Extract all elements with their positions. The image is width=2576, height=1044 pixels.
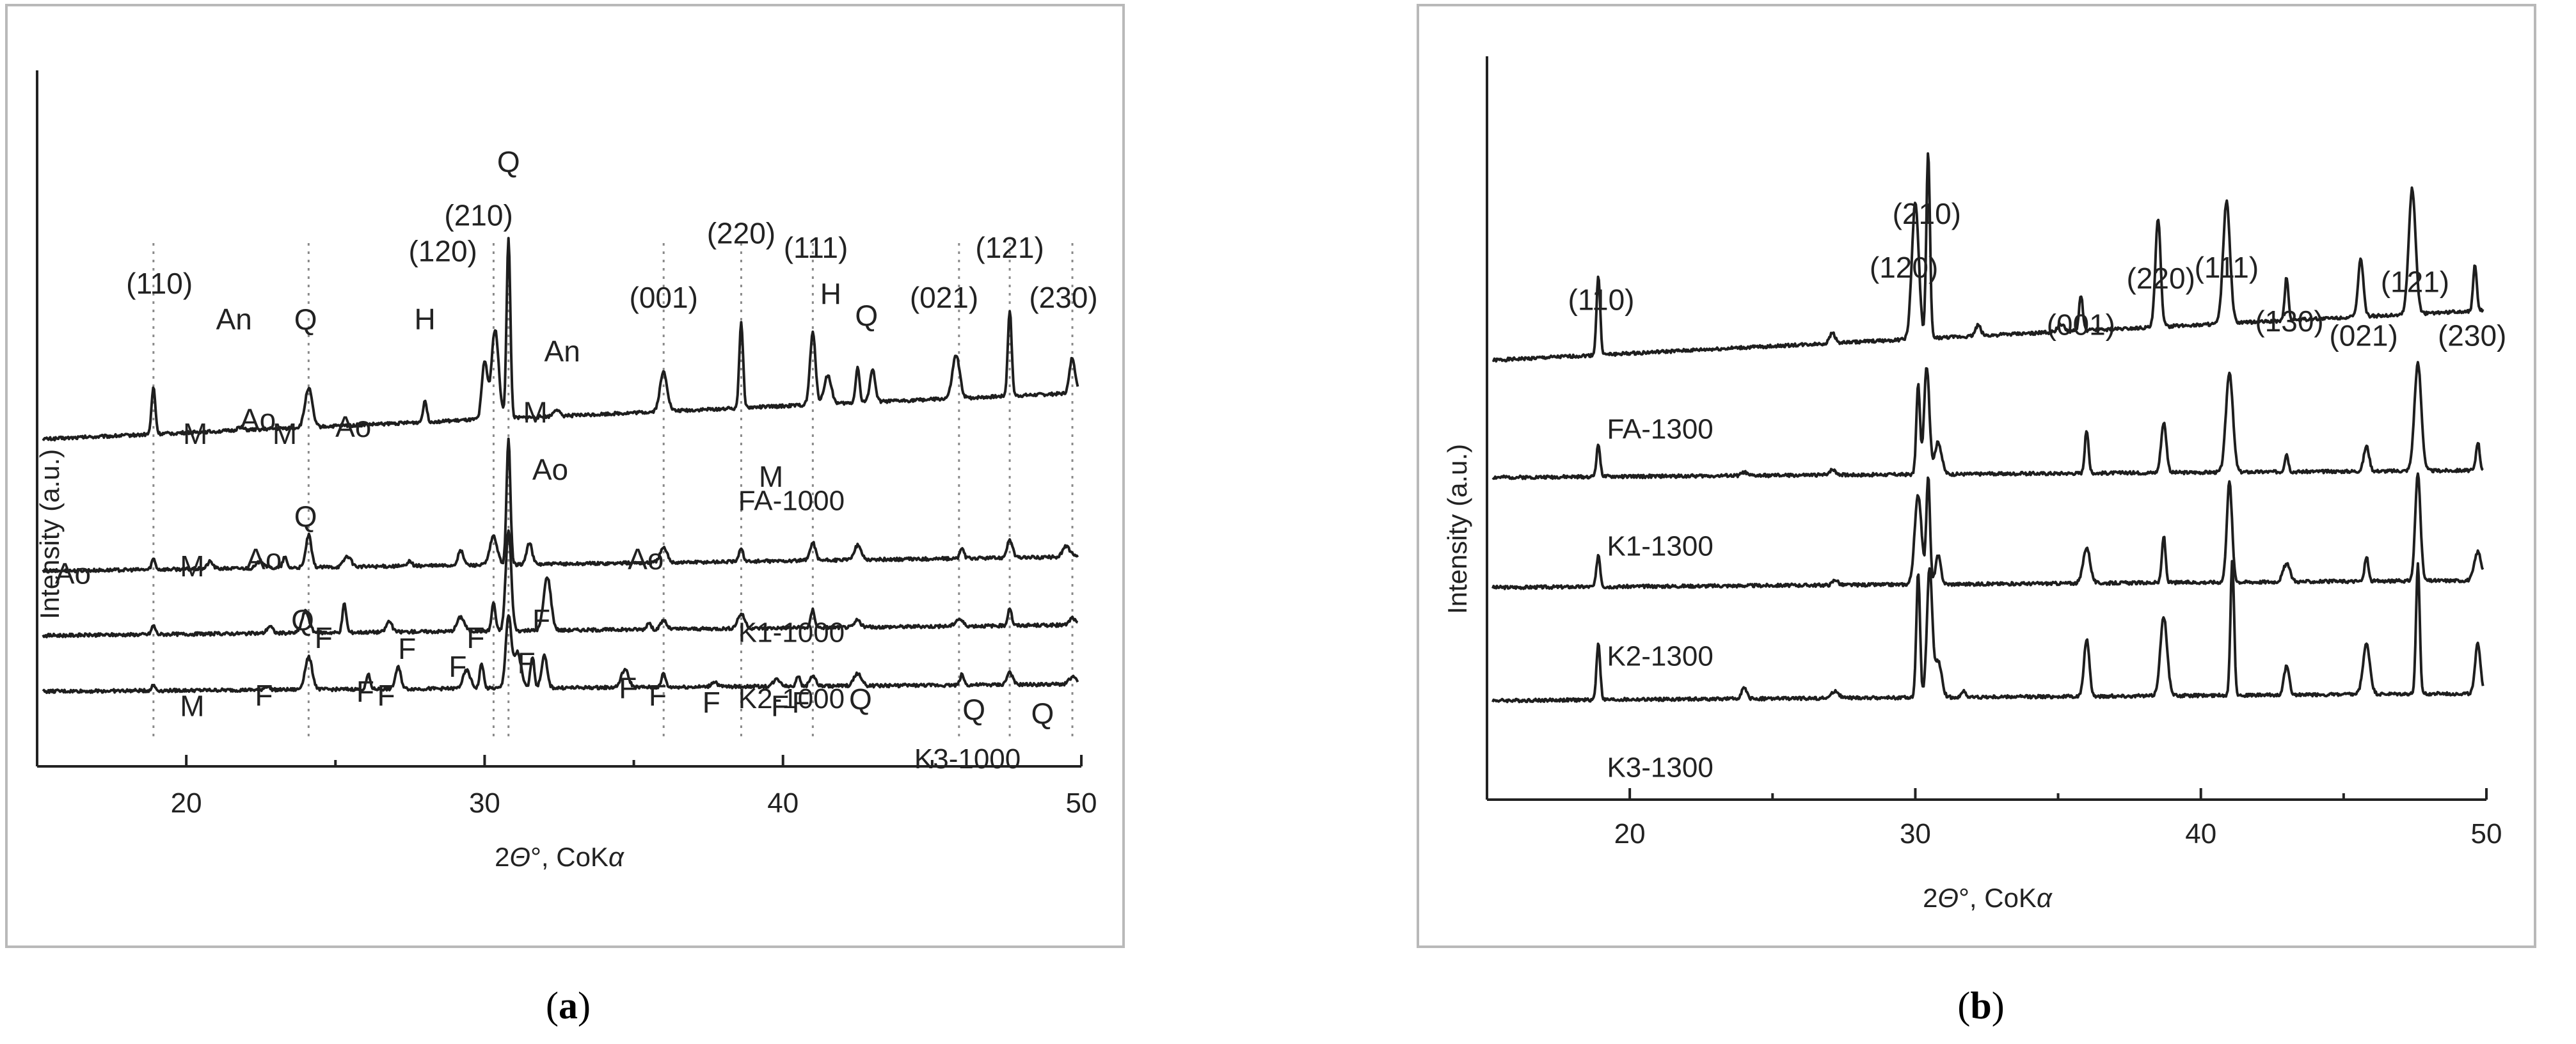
- peak-annotation: (001): [630, 281, 698, 314]
- peak-annotation: Q: [291, 603, 314, 637]
- peak-annotation: Ao: [240, 403, 276, 436]
- panel-b-x-axis-label: 2Θ°, CoKα: [1923, 883, 2053, 913]
- series-label-K3-1300: K3-1300: [1607, 752, 1713, 783]
- peak-annotation: (001): [2047, 308, 2115, 342]
- peak-annotation: Ao: [532, 453, 568, 486]
- series-label-FA-1000: FA-1000: [738, 486, 845, 517]
- peak-annotation: Q: [497, 145, 520, 178]
- peak-annotation: Q: [962, 693, 985, 726]
- peak-annotation: F: [649, 679, 667, 712]
- peak-annotation: (111): [784, 231, 848, 264]
- series-K2-1300-trace: [1491, 472, 2485, 590]
- series-K1-1300-trace: [1491, 361, 2484, 480]
- peak-annotation: F: [255, 679, 273, 712]
- series-label-K2-1300: K2-1300: [1607, 640, 1713, 672]
- peak-annotation: M: [523, 395, 548, 429]
- peak-annotation: (120): [1870, 251, 1938, 284]
- peak-annotation: (110): [1568, 283, 1635, 316]
- panel-a-x-axis-label: 2Θ°, CoKα: [495, 842, 624, 872]
- peak-annotation: (111): [2195, 251, 2259, 284]
- peak-annotation: (120): [408, 234, 477, 267]
- series-label-K3-1000: K3-1000: [914, 743, 1021, 775]
- x-tick-label: 50: [2471, 818, 2502, 850]
- peak-annotation: (121): [975, 231, 1044, 264]
- peak-annotation: M: [183, 417, 207, 450]
- peak-annotation: F: [315, 621, 333, 654]
- peak-annotation: (021): [910, 281, 978, 314]
- series-label-K1-1000: K1-1000: [738, 617, 845, 649]
- peak-annotation: M: [759, 460, 783, 493]
- peak-annotation: Ao: [628, 542, 664, 576]
- peak-annotation: (210): [1893, 197, 1961, 230]
- panel-a-y-axis-label: Intensity (a.u.): [35, 449, 65, 619]
- peak-annotation: M: [180, 550, 204, 583]
- peak-annotation: An: [216, 303, 252, 336]
- peak-annotation: F: [703, 686, 720, 719]
- peak-annotation: F: [356, 675, 374, 708]
- peak-annotation: F: [619, 672, 637, 705]
- peak-annotation: Ao: [246, 542, 282, 576]
- peak-annotation: (021): [2329, 319, 2397, 352]
- peak-annotation: (110): [126, 267, 193, 300]
- series-K3-1000-trace: [42, 614, 1079, 694]
- x-tick-label: 50: [1066, 787, 1097, 819]
- peak-annotation: (230): [2438, 319, 2506, 352]
- panel-a: FA-1000 K1-1000 K2-1000 K3-1000 Q (210)(120)…: [5, 4, 1125, 948]
- peak-annotation: Ao: [335, 410, 371, 443]
- series-FA-1300-trace: [1491, 152, 2485, 363]
- series-K3-1300-trace: [1491, 560, 2485, 704]
- peak-annotation: F: [532, 603, 550, 637]
- x-tick-label: 40: [767, 787, 799, 819]
- series-FA-1000-trace: [42, 237, 1079, 442]
- peak-annotation: (210): [444, 198, 513, 232]
- series-label-K1-1300: K1-1300: [1607, 530, 1713, 562]
- x-tick-label: 30: [469, 787, 500, 819]
- peak-annotation: M: [273, 417, 297, 450]
- panel-b-y-axis-label: Intensity (a.u.): [1442, 444, 1472, 614]
- peak-annotation: F: [771, 690, 789, 723]
- x-tick-label: 20: [1614, 818, 1646, 850]
- peak-annotation: H: [820, 278, 841, 311]
- peak-annotation: M: [180, 690, 204, 723]
- panel-b-caption: (b): [1957, 985, 2004, 1027]
- peak-annotation: F: [449, 650, 466, 683]
- series-K2-1000-trace: [42, 529, 1079, 638]
- panel-b-frame: [1417, 4, 2536, 948]
- panel-a-caption: (a): [546, 985, 591, 1027]
- x-tick-label: 40: [2185, 818, 2216, 850]
- peak-annotation: F: [792, 686, 810, 719]
- peak-annotation: F: [398, 632, 416, 665]
- panel-a-frame: [5, 4, 1125, 948]
- peak-annotation: (121): [2381, 265, 2449, 298]
- peak-annotation: H: [415, 303, 436, 336]
- x-tick-label: 20: [171, 787, 202, 819]
- panel-b: FA-1300 K1-1300 K2-1300 K3-1300 (110) (120) (…: [1417, 4, 2536, 948]
- series-K1-1000-trace: [42, 437, 1079, 574]
- x-tick-label: 30: [1900, 818, 1931, 850]
- peak-annotation: (220): [2127, 262, 2195, 295]
- peak-annotation: An: [545, 335, 580, 368]
- peak-annotation: F: [518, 646, 536, 679]
- peak-annotation: Q: [849, 682, 872, 715]
- peak-annotation: (130): [2255, 304, 2323, 338]
- peak-annotation: (230): [1029, 281, 1097, 314]
- peak-annotation: F: [466, 621, 484, 654]
- peak-annotation: F: [377, 679, 395, 712]
- peak-annotation: Ao: [55, 557, 91, 590]
- series-label-K2-1000: K2-1000: [738, 683, 845, 715]
- peak-annotation: Q: [855, 299, 878, 332]
- series-label-FA-1300: FA-1300: [1607, 414, 1713, 445]
- peak-annotation: Q: [294, 500, 317, 533]
- peak-annotation: Q: [1031, 697, 1054, 730]
- peak-annotation: Q: [294, 303, 317, 336]
- peak-annotation: (220): [707, 216, 775, 249]
